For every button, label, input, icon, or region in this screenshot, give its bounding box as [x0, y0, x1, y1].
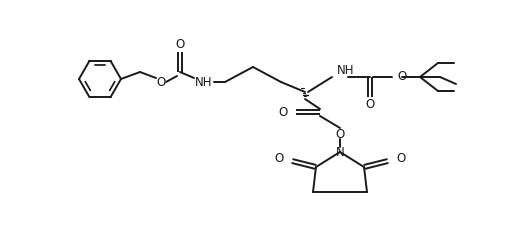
Text: O: O — [175, 37, 185, 51]
Text: O: O — [156, 76, 166, 88]
Text: O: O — [275, 153, 284, 165]
Text: O: O — [365, 99, 375, 111]
Text: O: O — [396, 153, 406, 165]
Text: O: O — [279, 106, 288, 118]
Text: O: O — [397, 70, 406, 84]
Text: NH: NH — [337, 65, 354, 77]
Text: O: O — [335, 128, 345, 140]
Text: N: N — [336, 146, 344, 158]
Text: NH: NH — [195, 76, 213, 88]
